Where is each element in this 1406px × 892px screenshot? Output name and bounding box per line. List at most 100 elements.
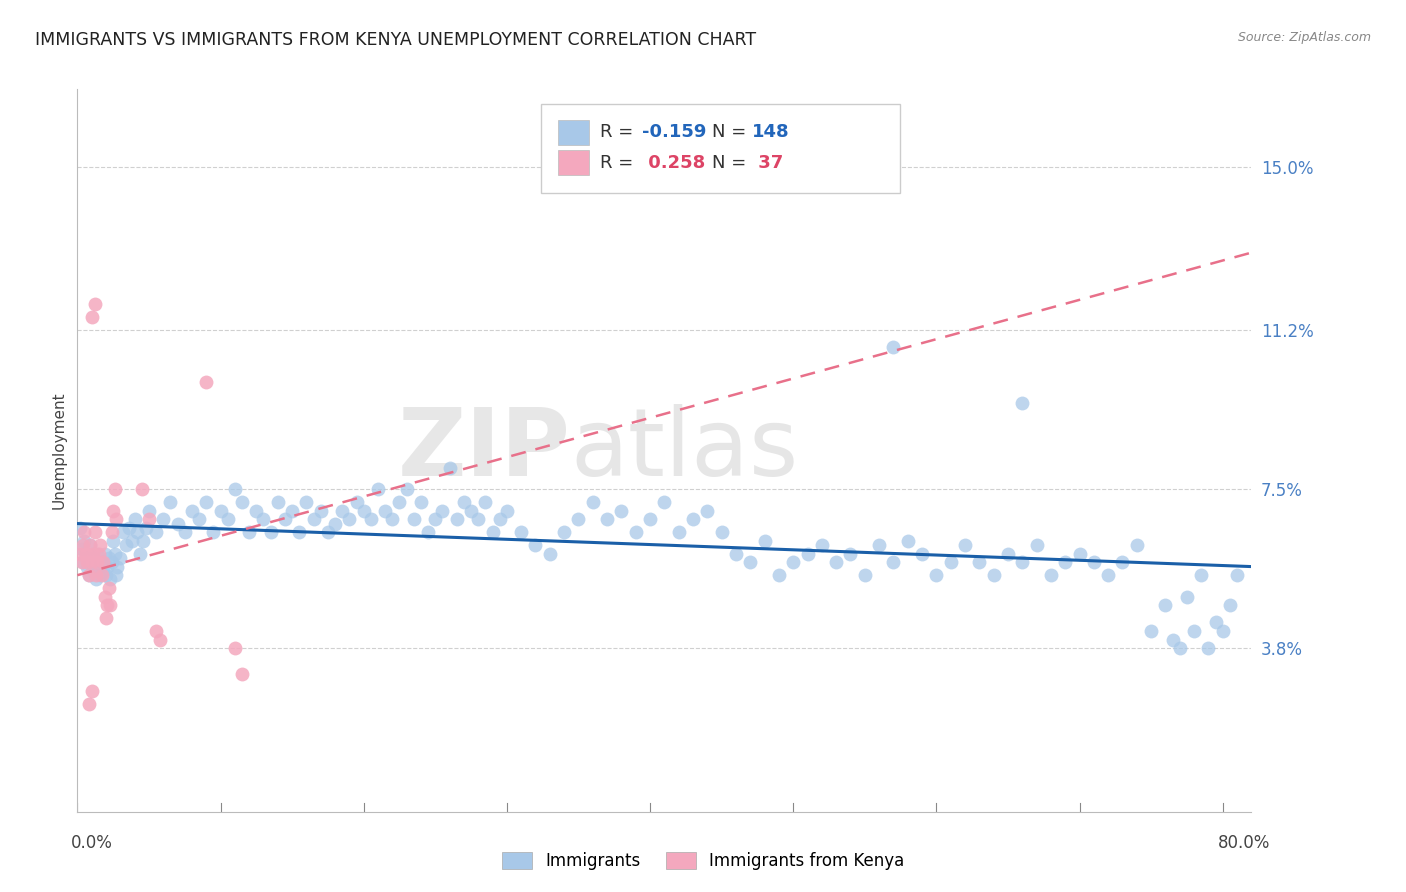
Point [84,568,107,582]
Point [245,503,267,517]
Point [73,533,96,548]
Point [316,525,339,540]
Text: 0.258: 0.258 [643,153,706,171]
Point [83,297,105,311]
Point [624,525,647,540]
Point [353,503,375,517]
Point [124,512,146,526]
Point [110,551,132,566]
Point [388,495,411,509]
Point [112,525,135,540]
Point [302,512,325,526]
Point [953,538,976,552]
Text: 37: 37 [752,153,783,171]
Point [70,542,93,557]
Text: Source: ZipAtlas.com: Source: ZipAtlas.com [1237,31,1371,45]
Text: atlas: atlas [571,404,799,497]
Point [409,495,432,509]
Point [166,516,188,531]
Point [1205,615,1227,630]
Point [82,547,104,561]
Point [853,568,876,582]
Point [86,547,108,561]
Point [1226,568,1249,582]
Point [75,547,97,561]
Point [768,568,790,582]
Point [97,551,120,566]
Point [1154,599,1177,613]
Point [86,555,108,569]
Point [668,525,690,540]
Point [98,599,121,613]
Point [132,533,155,548]
Point [121,533,143,548]
Point [367,482,389,496]
Point [138,503,160,517]
Text: IMMIGRANTS VS IMMIGRANTS FROM KENYA UNEMPLOYMENT CORRELATION CHART: IMMIGRANTS VS IMMIGRANTS FROM KENYA UNEM… [35,31,756,49]
Legend: Immigrants, Immigrants from Kenya: Immigrants, Immigrants from Kenya [495,845,911,877]
Point [93,590,115,604]
Point [173,525,195,540]
Point [1161,632,1184,647]
Point [481,525,503,540]
Point [209,503,232,517]
Point [138,512,160,526]
Point [100,555,122,569]
Point [309,503,332,517]
Point [1182,624,1205,639]
Point [882,555,904,569]
Point [381,512,404,526]
Point [80,555,103,569]
Point [118,521,141,535]
Point [72,538,94,552]
Text: -0.159: -0.159 [643,123,706,141]
Point [90,555,112,569]
Point [195,375,218,389]
Point [1054,555,1077,569]
Point [1219,599,1241,613]
Point [107,559,129,574]
Point [188,512,211,526]
Point [82,564,104,578]
Point [997,547,1019,561]
Point [115,538,138,552]
Point [267,495,290,509]
Point [180,503,202,517]
Point [149,632,172,647]
Point [103,482,125,496]
Point [96,599,118,613]
Point [1212,624,1234,639]
Point [740,555,762,569]
Point [1097,568,1119,582]
Point [80,684,103,698]
Point [1011,396,1033,410]
Point [897,533,920,548]
Point [101,533,124,548]
Point [75,547,97,561]
Point [101,503,124,517]
Point [93,547,115,561]
Point [638,512,661,526]
Point [495,503,517,517]
Point [323,516,346,531]
Point [94,611,117,625]
Point [1025,538,1047,552]
Text: 148: 148 [752,123,789,141]
Point [84,573,107,587]
Point [467,512,489,526]
Point [416,525,439,540]
Point [939,555,962,569]
Point [425,512,447,526]
Point [1140,624,1163,639]
Point [1168,641,1191,656]
Point [1011,555,1033,569]
Point [567,512,589,526]
Point [868,538,890,552]
Point [104,568,127,582]
Point [72,555,94,569]
Point [796,547,818,561]
Point [73,525,96,540]
Point [83,525,105,540]
Point [1197,641,1219,656]
Point [402,512,425,526]
